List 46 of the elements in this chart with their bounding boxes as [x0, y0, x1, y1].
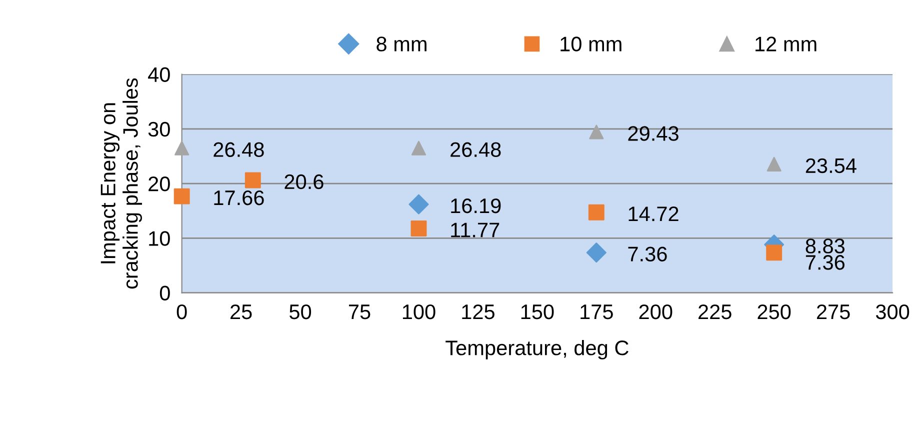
data-label: 16.19 [451, 198, 501, 214]
x-tick-label: 125 [462, 304, 494, 320]
point [766, 244, 782, 261]
point [586, 242, 606, 263]
data-label: 7.36 [628, 246, 667, 262]
y-tick-label: 40 [148, 67, 170, 82]
point [244, 172, 261, 188]
point [589, 124, 604, 140]
x-tick-label: 175 [580, 304, 613, 320]
data-label: 11.77 [451, 222, 500, 238]
y-tick-label: 20 [148, 176, 170, 192]
x-tick-label: 250 [758, 304, 791, 320]
x-axis-title: Temperature, deg C [446, 340, 628, 360]
legend-label: 12 mm [756, 36, 816, 52]
data-label: 8.83 [806, 238, 845, 254]
x-tick-label: 50 [290, 304, 312, 320]
data-label: 17.66 [214, 190, 264, 206]
data-label: 20.6 [284, 174, 324, 190]
x-tick-label: 25 [230, 304, 252, 320]
y-tick-label: 0 [160, 286, 170, 301]
data-label: 23.54 [806, 158, 856, 174]
x-tick-label: 150 [521, 304, 554, 320]
x-tick-label: 0 [176, 304, 187, 320]
x-tick-label: 300 [876, 304, 910, 320]
y-tick-label: 10 [149, 231, 170, 246]
point [588, 204, 604, 220]
legend-label: 10 mm [560, 36, 622, 52]
x-tick-label: 225 [698, 304, 732, 320]
point [410, 220, 427, 236]
point [174, 188, 190, 204]
y-axis-title: Impact Energy on cracking phase, Joules [100, 78, 142, 289]
data-label: 26.48 [450, 142, 501, 158]
x-tick-label: 75 [348, 304, 370, 320]
data-label: 29.43 [628, 126, 678, 141]
point [408, 194, 429, 214]
data-label: 7.36 [806, 255, 845, 270]
legend-label: 8 mm [376, 36, 426, 52]
x-tick-label: 100 [402, 304, 436, 320]
point [411, 140, 426, 156]
point [174, 140, 190, 156]
y-tick-label: 30 [148, 122, 170, 137]
x-tick-label: 275 [816, 304, 850, 320]
x-tick-label: 200 [639, 304, 672, 320]
data-label: 26.48 [214, 142, 264, 158]
point [766, 156, 782, 172]
data-label: 14.72 [628, 206, 678, 222]
